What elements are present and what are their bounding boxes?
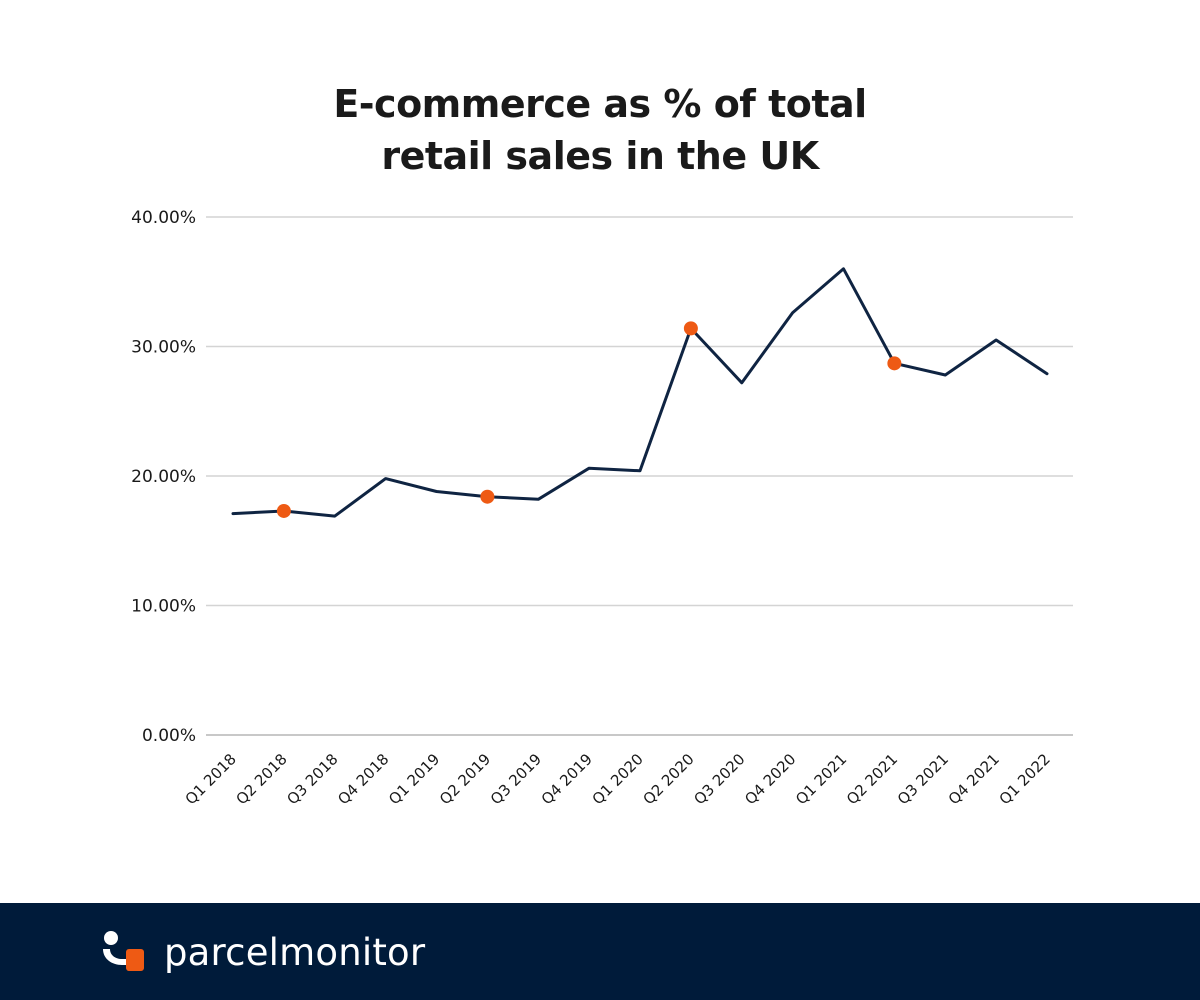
brand-name: parcelmonitor <box>164 930 426 974</box>
x-tick-label: Q1 2019 <box>385 750 443 808</box>
highlight-point <box>276 503 291 518</box>
y-tick-label: 0.00% <box>142 726 196 746</box>
x-tick-label: Q4 2019 <box>538 750 596 808</box>
x-tick-label: Q2 2021 <box>843 750 901 808</box>
highlight-point <box>887 356 902 371</box>
x-tick-label: Q3 2018 <box>283 750 341 808</box>
highlight-markers <box>276 321 902 518</box>
chart-title-line-1: E-commerce as % of total <box>333 82 867 126</box>
y-tick-label: 30.00% <box>131 338 196 358</box>
y-tick-label: 20.00% <box>131 467 196 487</box>
y-tick-label: 40.00% <box>131 208 196 228</box>
x-tick-label: Q3 2021 <box>894 750 952 808</box>
line-chart: 0.00%10.00%20.00%30.00%40.00% Q1 2018Q2 … <box>131 208 1073 808</box>
chart-title: E-commerce as % of total retail sales in… <box>0 78 1200 182</box>
footer-bar: parcelmonitor <box>0 903 1200 1000</box>
x-tick-label: Q1 2018 <box>182 750 240 808</box>
x-tick-label: Q1 2022 <box>996 750 1054 808</box>
x-tick-label: Q1 2020 <box>589 750 647 808</box>
gridlines <box>206 216 1073 736</box>
chart-title-line-2: retail sales in the UK <box>381 134 819 178</box>
x-tick-label: Q2 2018 <box>233 750 291 808</box>
x-tick-label: Q2 2020 <box>640 750 698 808</box>
x-tick-label: Q4 2020 <box>741 750 799 808</box>
x-tick-label: Q4 2021 <box>945 750 1003 808</box>
x-tick-label: Q3 2019 <box>487 750 545 808</box>
x-tick-label: Q3 2020 <box>690 750 748 808</box>
x-tick-label: Q2 2019 <box>436 750 494 808</box>
highlight-point <box>683 321 698 336</box>
x-tick-label: Q4 2018 <box>334 750 392 808</box>
series-line <box>231 267 1049 518</box>
series-layer <box>231 267 1049 518</box>
parcelmonitor-logo-icon <box>103 931 144 971</box>
y-axis-tick-labels: 0.00% 10.00% 20.00% 30.00% 40.00% <box>131 208 196 746</box>
brand-logo[interactable]: parcelmonitor <box>100 927 425 977</box>
x-tick-label: Q1 2021 <box>792 750 850 808</box>
y-tick-label: 10.00% <box>131 597 196 617</box>
highlight-point <box>480 489 495 504</box>
